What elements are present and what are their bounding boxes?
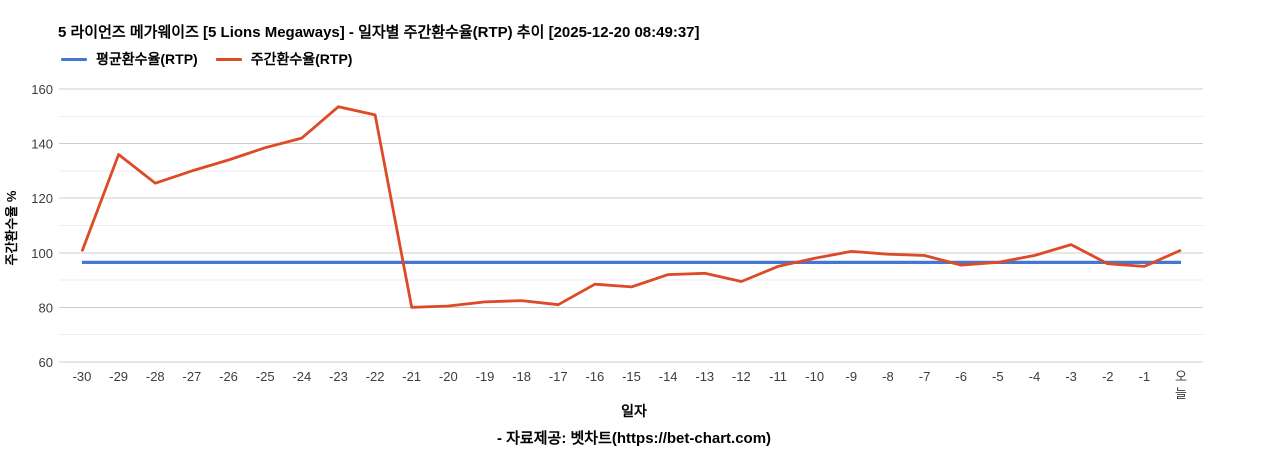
x-tick-label: -15 (622, 369, 641, 384)
footer-credit: - 자료제공: 벳차트(https://bet-chart.com) (496, 430, 772, 447)
x-tick-label: -12 (732, 369, 751, 384)
legend-item: 평균환수율(RTP) (61, 49, 198, 69)
x-tick-label: -13 (695, 369, 714, 384)
x-tick-label: -24 (292, 369, 311, 384)
series-line-weekly (80, 105, 1182, 309)
legend-item: 주간환수율(RTP) (215, 49, 353, 69)
x-tick-label: -30 (73, 369, 92, 384)
x-tick-label: -26 (219, 369, 238, 384)
x-tick-label: -6 (955, 369, 967, 384)
x-tick-label: -23 (329, 369, 348, 384)
x-tick-label: -17 (549, 369, 568, 384)
y-tick-label: 100 (31, 246, 53, 261)
x-tick-label: -1 (1139, 369, 1151, 384)
x-tick-label: -22 (366, 369, 385, 384)
legend-line-swatch (215, 57, 242, 61)
y-tick-label: 60 (39, 355, 53, 370)
x-tick-label: -3 (1065, 369, 1077, 384)
legend-label: 주간환수율(RTP) (250, 51, 353, 67)
x-tick-label: -20 (439, 369, 458, 384)
x-tick-label: -21 (402, 369, 421, 384)
y-tick-label: 140 (31, 137, 53, 152)
x-tick-label: -2 (1102, 369, 1114, 384)
x-tick-label: -10 (805, 369, 824, 384)
x-tick-label: -29 (109, 369, 128, 384)
x-tick-label: -5 (992, 369, 1004, 384)
x-tick-label: -4 (1029, 369, 1041, 384)
x-tick-label: -14 (659, 369, 678, 384)
x-tick-label: -28 (146, 369, 165, 384)
y-axis-title: 주간환수율 % (4, 190, 19, 265)
chart-title: 5 라이언즈 메가웨이즈 [5 Lions Megaways] - 일자별 주간… (58, 24, 700, 41)
x-tick-label: -18 (512, 369, 531, 384)
y-tick-label: 80 (39, 300, 53, 315)
x-tick-label: -7 (919, 369, 931, 384)
x-tick-label: -8 (882, 369, 894, 384)
y-tick-label: 160 (31, 82, 53, 97)
x-axis-title: 일자 (621, 403, 647, 419)
x-tick-label: -19 (476, 369, 495, 384)
legend-line-swatch (61, 57, 87, 61)
x-tick-label: -16 (585, 369, 604, 384)
legend-label: 평균환수율(RTP) (96, 51, 198, 67)
y-tick-label: 120 (31, 191, 53, 206)
x-tick-label: -11 (769, 369, 787, 384)
x-tick-label: -9 (846, 369, 858, 384)
x-tick-label: -25 (256, 369, 275, 384)
x-tick-label: -27 (183, 369, 202, 384)
legend: 평균환수율(RTP) 주간환수율(RTP) (61, 49, 352, 69)
